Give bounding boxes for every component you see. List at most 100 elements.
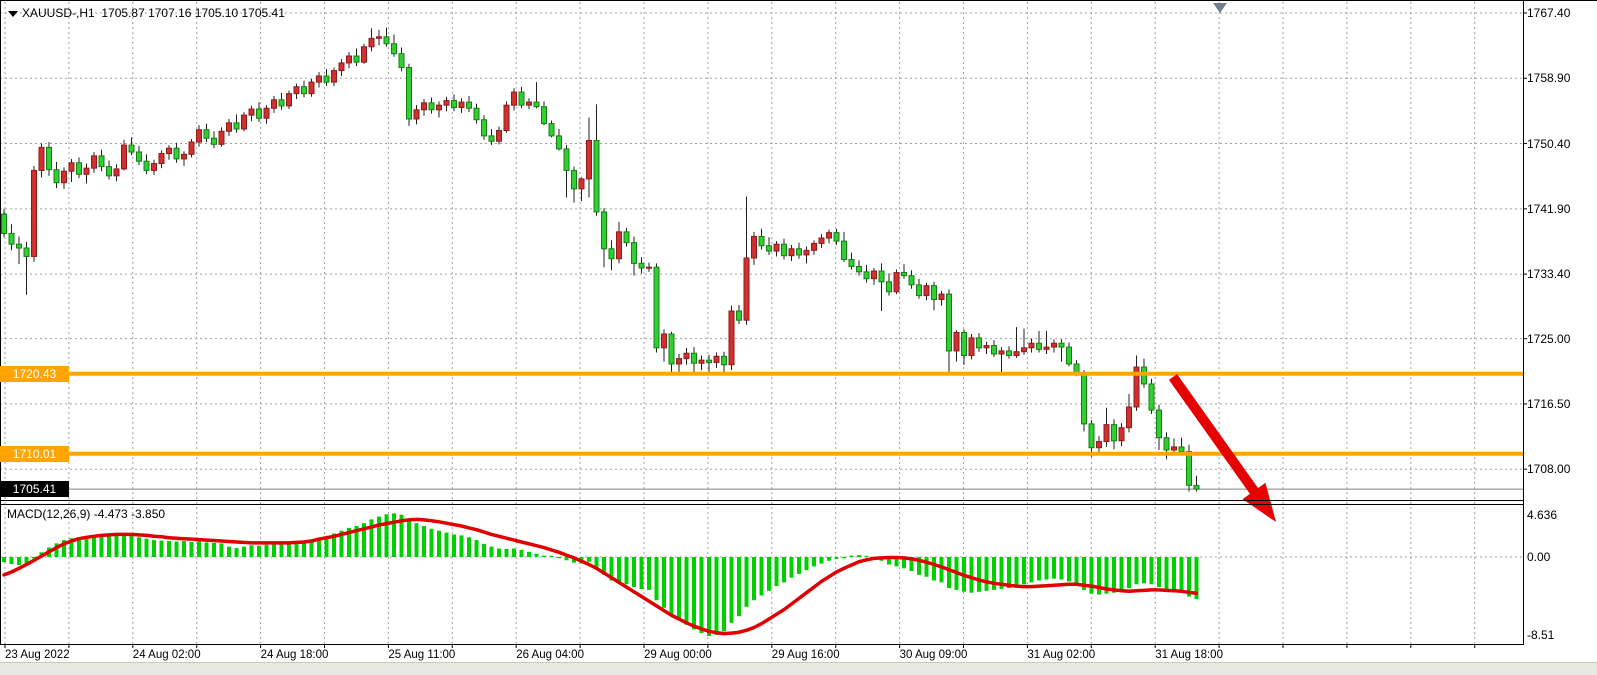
bear-candle[interactable]	[173, 147, 180, 160]
bull-candle[interactable]	[338, 62, 345, 72]
bear-candle[interactable]	[796, 248, 802, 256]
bear-candle[interactable]	[428, 102, 435, 111]
bear-candle[interactable]	[908, 275, 915, 286]
bull-candle[interactable]	[998, 350, 1005, 355]
bull-candle[interactable]	[241, 114, 247, 130]
bull-candle[interactable]	[616, 231, 622, 260]
bear-candle[interactable]	[563, 148, 570, 171]
bull-candle[interactable]	[818, 237, 825, 244]
bear-candle[interactable]	[916, 284, 922, 297]
bear-candle[interactable]	[8, 232, 15, 245]
bull-candle[interactable]	[121, 144, 127, 170]
bull-candle[interactable]	[83, 167, 90, 175]
bear-candle[interactable]	[211, 137, 217, 145]
bear-candle[interactable]	[593, 139, 600, 213]
bull-candle[interactable]	[1096, 441, 1102, 449]
bull-candle[interactable]	[188, 141, 195, 155]
bull-candle[interactable]	[181, 153, 187, 160]
bull-candle[interactable]	[503, 104, 510, 132]
bull-candle[interactable]	[788, 248, 795, 257]
bull-candle[interactable]	[923, 285, 930, 297]
bull-candle[interactable]	[586, 139, 592, 180]
bull-candle[interactable]	[683, 352, 690, 360]
bull-candle[interactable]	[31, 169, 37, 257]
bull-candle[interactable]	[1043, 346, 1050, 350]
bull-candle[interactable]	[661, 333, 667, 349]
bear-candle[interactable]	[233, 122, 240, 130]
bear-candle[interactable]	[481, 119, 487, 137]
bear-candle[interactable]	[1006, 350, 1012, 357]
bull-candle[interactable]	[38, 146, 45, 171]
bull-candle[interactable]	[91, 155, 97, 169]
bear-candle[interactable]	[571, 169, 577, 190]
bear-candle[interactable]	[301, 86, 307, 95]
bull-candle[interactable]	[413, 109, 420, 120]
trend-arrow-head[interactable]	[1242, 482, 1276, 522]
bull-candle[interactable]	[1171, 446, 1177, 451]
bull-candle[interactable]	[61, 170, 67, 184]
bear-candle[interactable]	[1058, 342, 1065, 348]
bull-candle[interactable]	[511, 91, 517, 106]
bull-candle[interactable]	[151, 163, 157, 171]
bear-candle[interactable]	[136, 151, 142, 162]
bull-candle[interactable]	[458, 101, 465, 108]
bull-candle[interactable]	[1051, 342, 1057, 348]
bear-candle[interactable]	[1081, 373, 1087, 425]
bear-candle[interactable]	[901, 272, 907, 277]
bull-candle[interactable]	[443, 100, 450, 106]
bull-candle[interactable]	[773, 243, 780, 252]
bear-candle[interactable]	[548, 123, 555, 137]
bull-candle[interactable]	[331, 70, 337, 83]
bear-candle[interactable]	[406, 67, 412, 120]
bull-candle[interactable]	[68, 162, 75, 172]
bear-candle[interactable]	[383, 36, 390, 45]
bull-candle[interactable]	[421, 102, 427, 111]
bull-candle[interactable]	[293, 86, 300, 95]
bull-candle[interactable]	[346, 55, 352, 64]
bear-candle[interactable]	[353, 55, 360, 63]
bull-candle[interactable]	[226, 122, 232, 132]
bear-candle[interactable]	[638, 262, 645, 269]
bear-candle[interactable]	[533, 101, 540, 108]
bull-candle[interactable]	[803, 249, 810, 256]
bear-candle[interactable]	[631, 242, 637, 264]
bear-candle[interactable]	[601, 211, 607, 250]
bull-candle[interactable]	[698, 359, 705, 364]
bear-candle[interactable]	[946, 293, 952, 352]
bear-candle[interactable]	[1148, 383, 1155, 411]
bear-candle[interactable]	[1066, 346, 1072, 365]
bear-candle[interactable]	[833, 232, 840, 242]
bull-candle[interactable]	[1028, 342, 1035, 349]
bull-candle[interactable]	[1021, 347, 1027, 353]
bull-candle[interactable]	[158, 153, 165, 165]
bear-candle[interactable]	[1193, 485, 1200, 490]
bull-candle[interactable]	[113, 168, 120, 177]
bear-candle[interactable]	[706, 359, 712, 363]
bear-candle[interactable]	[781, 243, 787, 257]
bear-candle[interactable]	[721, 355, 727, 366]
bear-candle[interactable]	[466, 101, 472, 109]
bull-candle[interactable]	[1126, 406, 1132, 429]
bull-candle[interactable]	[1013, 351, 1020, 357]
bear-candle[interactable]	[623, 231, 630, 244]
bull-candle[interactable]	[646, 266, 652, 269]
bull-candle[interactable]	[526, 101, 532, 106]
bull-candle[interactable]	[1103, 424, 1110, 443]
bull-candle[interactable]	[968, 337, 975, 357]
bear-candle[interactable]	[391, 43, 397, 55]
bear-candle[interactable]	[1163, 437, 1170, 451]
bull-candle[interactable]	[271, 99, 277, 109]
bear-candle[interactable]	[53, 169, 60, 184]
bear-candle[interactable]	[398, 53, 405, 69]
symbol-dropdown-icon[interactable]	[8, 11, 18, 17]
bear-candle[interactable]	[856, 265, 862, 273]
bear-candle[interactable]	[556, 135, 562, 150]
bear-candle[interactable]	[1036, 342, 1042, 350]
bear-candle[interactable]	[931, 285, 937, 300]
bull-candle[interactable]	[316, 75, 322, 83]
bear-candle[interactable]	[736, 310, 742, 321]
bear-candle[interactable]	[488, 135, 495, 142]
bear-candle[interactable]	[878, 270, 885, 283]
bear-candle[interactable]	[451, 100, 457, 108]
